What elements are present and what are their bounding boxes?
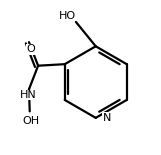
Text: HN: HN — [20, 90, 36, 100]
Text: OH: OH — [23, 116, 40, 126]
Text: HO: HO — [59, 11, 76, 21]
Text: O: O — [27, 44, 35, 54]
Text: N: N — [103, 113, 111, 123]
